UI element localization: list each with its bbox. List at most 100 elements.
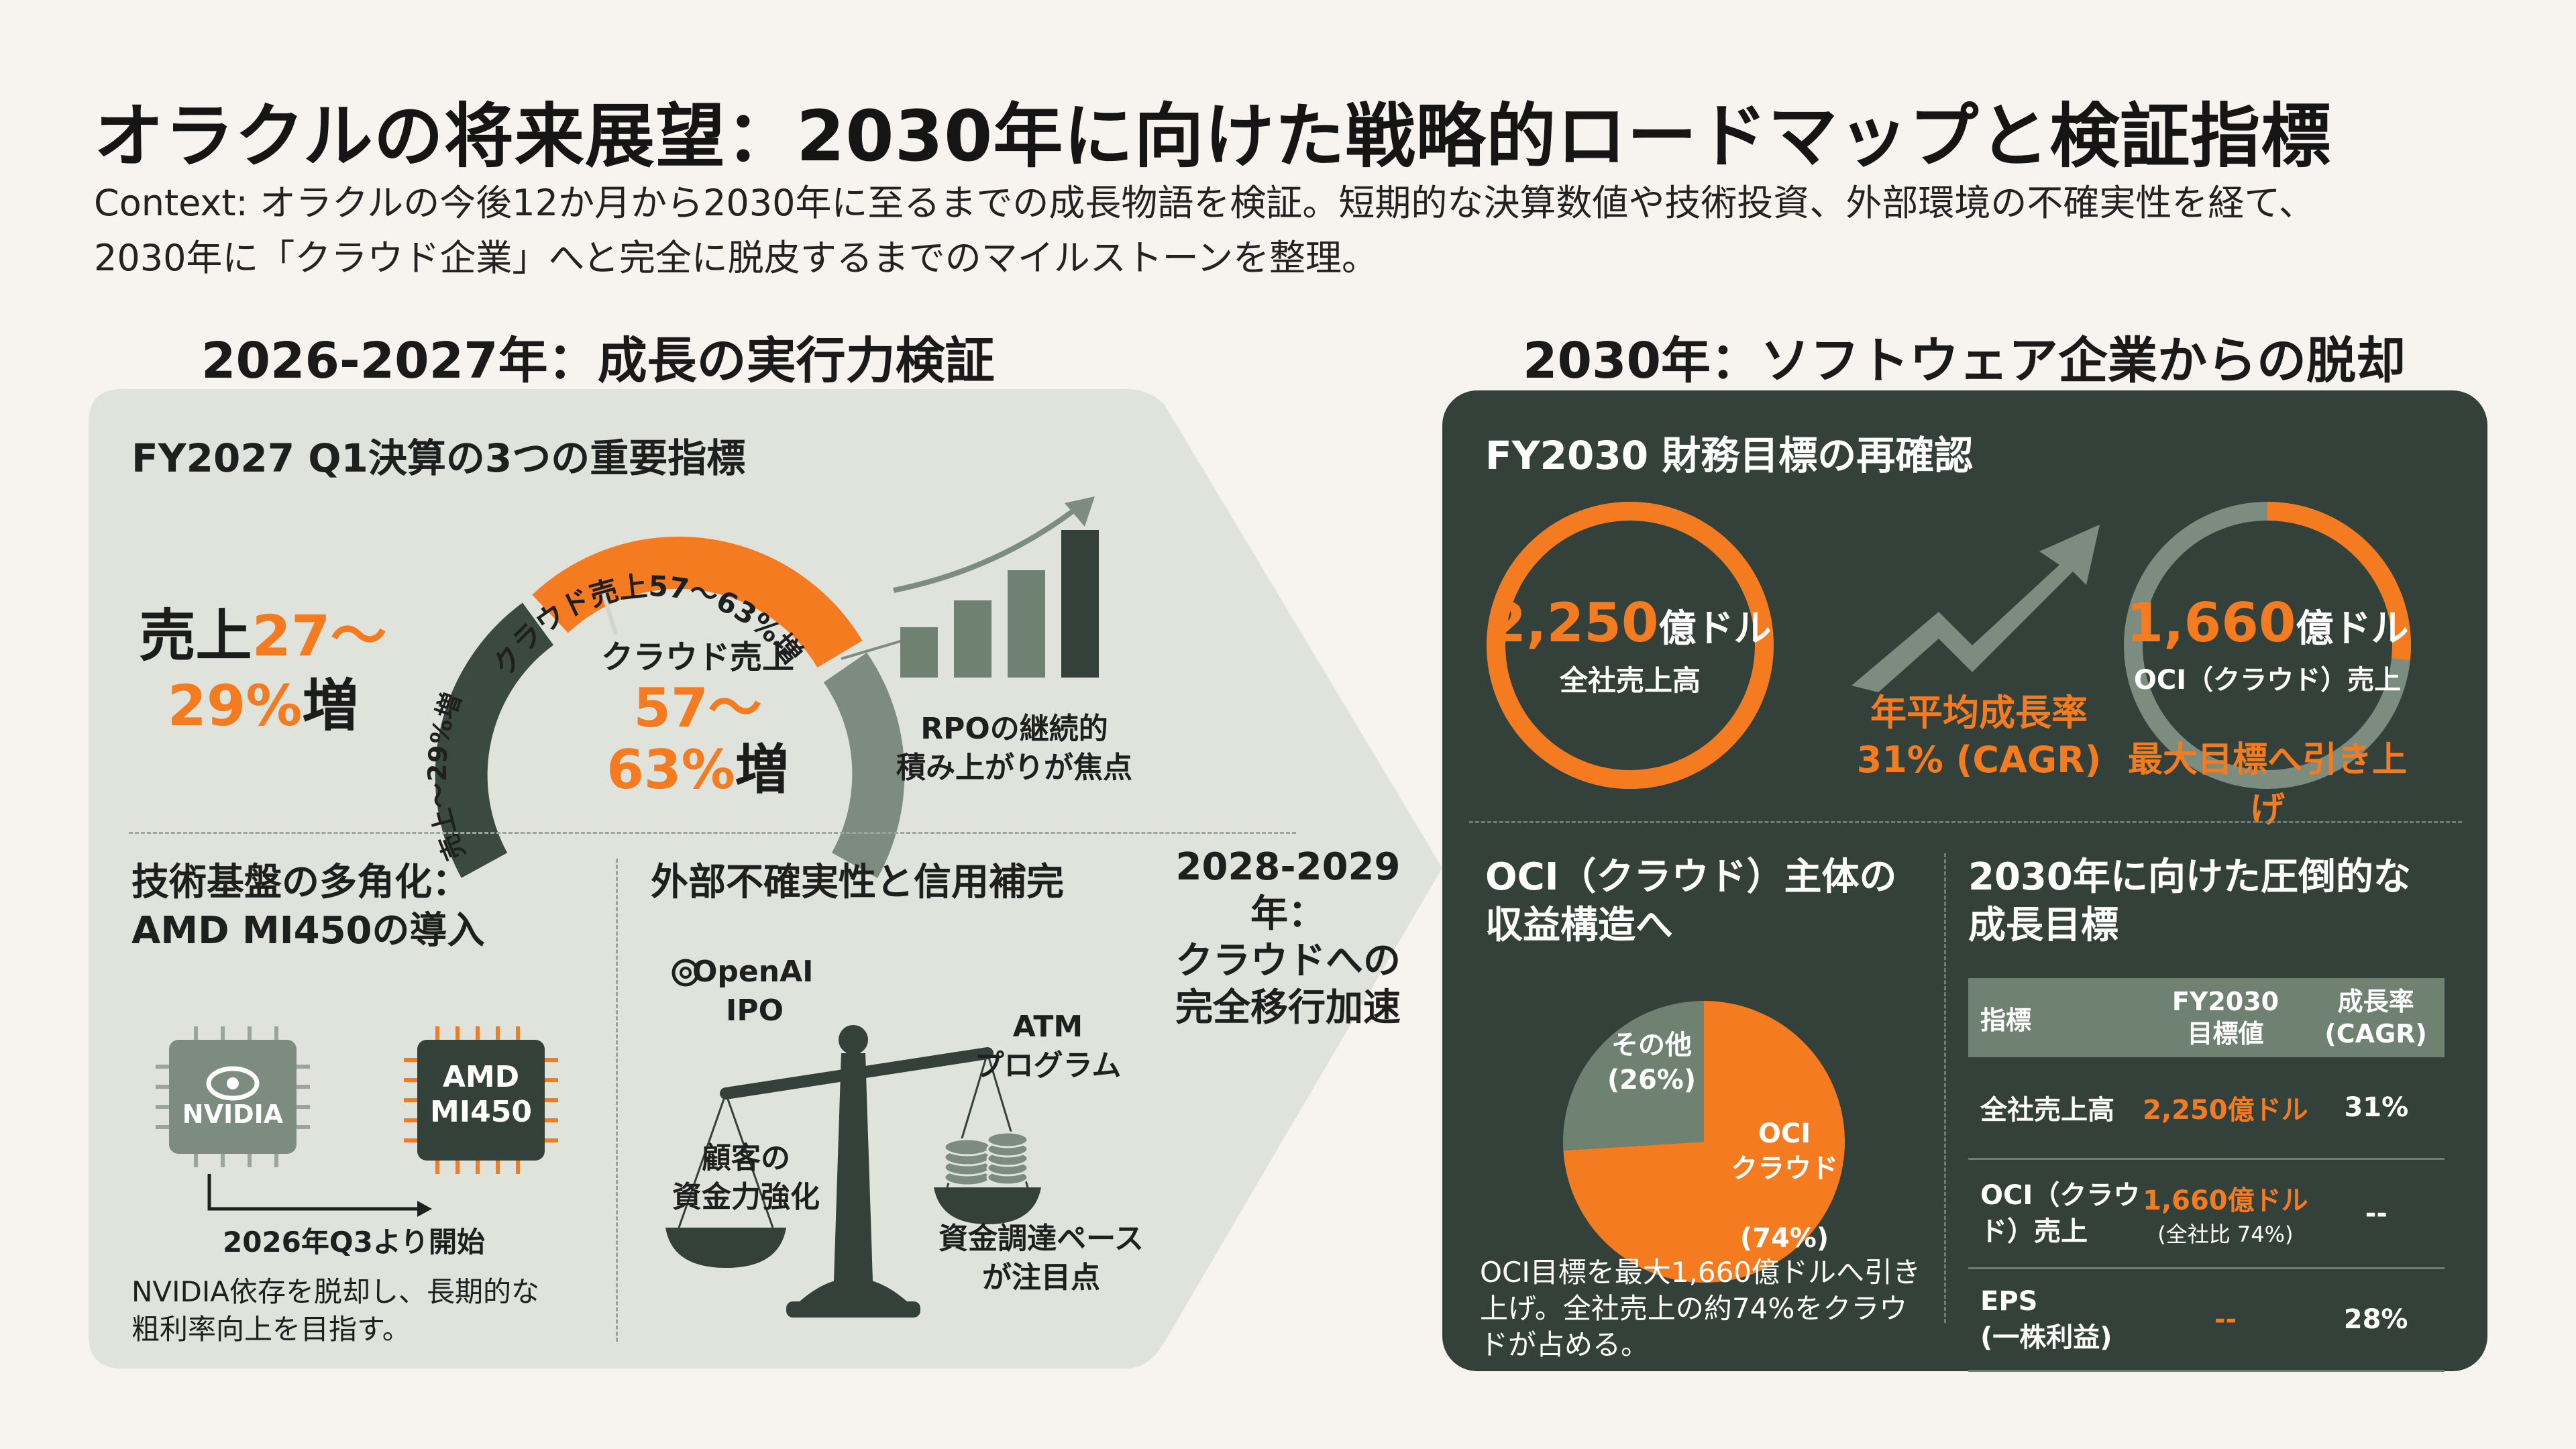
right-section-heading: 2030年：ソフトウェア企業からの脱却	[1523, 332, 2406, 390]
structure-body: OCI目標を最大1,660億ドルへ引き 上げ。全社売上の約74%をクラウ ドが占…	[1480, 1254, 1936, 1363]
structure-title-line-1: OCI（クラウド）主体の	[1485, 855, 1897, 899]
growth-arrow-icon	[1851, 525, 2100, 692]
revenue-target-label: 全社売上高	[1559, 664, 1701, 697]
q1-title: FY2027 Q1決算の3つの重要指標	[131, 435, 746, 481]
transition-line-2: クラウドへの	[1175, 939, 1401, 983]
risk-title: 外部不確実性と信用補完	[651, 861, 1064, 904]
divider-horizontal	[129, 832, 1296, 834]
gauge-arc-rest	[823, 652, 905, 878]
amd-label-line-2: MI450	[429, 1095, 532, 1129]
pie-label-other-name: その他	[1611, 1030, 1692, 1061]
right-divider-vertical	[1944, 853, 1946, 1323]
gauge-arc-cloud	[532, 536, 863, 668]
funding-pace-label: 資金調達ペース が注目点	[900, 1220, 1182, 1297]
row-3-target: --	[2214, 1304, 2237, 1335]
nvidia-label: NVIDIA	[182, 1099, 284, 1129]
revenue-target-unit: 億ドル	[1658, 607, 1772, 651]
pie-slice-other	[1563, 1001, 1704, 1151]
openai-ipo-label: OpenAI IPO	[692, 953, 867, 1030]
row-2-target: 1,660億ドル	[2143, 1185, 2308, 1216]
revenue-target-center: 2,250億ドル 全社売上高	[1476, 592, 1784, 699]
targets-table-header: 指標 FY2030 目標値 成長率 (CAGR)	[1968, 978, 2445, 1057]
structure-body-line-1: OCI目標を最大1,660億ドルへ引き	[1480, 1256, 1921, 1289]
right-divider-horizontal	[1469, 821, 2462, 823]
tech-body-line-2: 粗利率向上を目指す。	[131, 1313, 411, 1346]
rpo-bar	[1008, 570, 1045, 678]
oci-target-ring	[2124, 502, 2411, 789]
amd-label: AMD MI450	[417, 1060, 545, 1130]
transition-label: 2028-2029年： クラウドへの 完全移行加速	[1140, 844, 1436, 1032]
rpo-bar-chart	[893, 496, 1099, 678]
row-2-target-sub: (全社比 74%)	[2157, 1222, 2294, 1247]
row-2-target-cell: 1,660億ドル (全社比 74%)	[2143, 1179, 2308, 1248]
col-header-target: FY2030 目標値	[2171, 987, 2279, 1049]
rpo-trend-arrow	[893, 507, 1077, 593]
targets-title-line-1: 2030年に向けた圧倒的な	[1968, 855, 2411, 899]
revenue-value-end: 29%	[167, 673, 303, 739]
oci-target-value: 1,660	[2126, 592, 2296, 654]
customer-line-2: 資金力強化	[672, 1180, 820, 1214]
revenue-value-range: 27〜	[252, 603, 387, 669]
oci-share-pie-chart	[1563, 1001, 1845, 1283]
openai-line-2: IPO	[726, 994, 784, 1028]
tech-title-line-1: 技術基盤の多角化：	[131, 861, 470, 904]
balance-scale-icon	[665, 959, 1041, 1318]
pie-label-oci-pct: (74%)	[1739, 1223, 1829, 1254]
atm-line-1: ATM	[1012, 1010, 1083, 1044]
openai-line-1: OpenAI	[692, 955, 814, 989]
pie-label-oci-name: OCI クラウド	[1731, 1118, 1838, 1184]
revenue-target-value: 2,250	[1489, 592, 1659, 654]
targets-title: 2030年に向けた圧倒的な 成長目標	[1968, 853, 2411, 950]
table-row: OCI（クラウ ド）売上 1,660億ドル (全社比 74%) --	[1968, 1160, 2445, 1269]
table-row: EPS (一株利益) -- 28%	[1968, 1269, 2445, 1372]
revenue-growth-metric: 売上27〜 29%増	[115, 601, 411, 741]
tech-body: NVIDIA依存を脱却し、長期的な 粗利率向上を目指す。	[131, 1273, 539, 1348]
oci-target-unit: 億ドル	[2296, 607, 2409, 651]
structure-title: OCI（クラウド）主体の 収益構造へ	[1485, 853, 1897, 950]
rpo-bar	[900, 627, 938, 678]
gauge-arc-revenue	[435, 602, 554, 878]
oci-note: 最大目標へ引き上げ	[2127, 740, 2407, 830]
pie-slice-oci	[1563, 1001, 1845, 1283]
tech-title: 技術基盤の多角化： AMD MI450の導入	[131, 859, 485, 955]
context-text: Context: オラクルの今後12か月から2030年に至るまでの成長物語を検証…	[94, 176, 2509, 286]
row-1-target: 2,250億ドル	[2143, 1095, 2308, 1126]
pie-label-oci: OCI クラウド (74%)	[1704, 1081, 1865, 1291]
row-3-growth: 28%	[2343, 1304, 2408, 1335]
chip-arrow	[207, 1174, 417, 1211]
structure-body-line-3: ドが占める。	[1480, 1328, 1650, 1361]
cagr-line-1: 年平均成長率	[1870, 692, 2088, 734]
customer-funding-label: 顧客の 資金力強化	[645, 1139, 847, 1217]
row-1-metric: 全社売上高	[1980, 1095, 2114, 1126]
tech-title-line-2: AMD MI450の導入	[131, 909, 485, 953]
divider-vertical	[616, 859, 618, 1342]
left-section-heading: 2026-2027年：成長の実行力検証	[201, 332, 995, 390]
oci-target-label: OCI（クラウド）売上	[2133, 665, 2402, 696]
rpo-caption-line-1: RPOの継続的	[920, 712, 1108, 746]
funding-line-2: が注目点	[982, 1260, 1100, 1295]
cloud-value-range: 57〜	[633, 677, 762, 739]
atm-program-label: ATM プログラム	[947, 1008, 1148, 1085]
cloud-label: クラウド売上	[600, 639, 794, 676]
row-2-growth: --	[2365, 1198, 2387, 1229]
cloud-growth-gauge: クラウド売上57〜63%増 売上〜29%増	[423, 536, 914, 878]
col-header-growth: 成長率 (CAGR)	[2324, 987, 2427, 1049]
revenue-suffix: 増	[302, 673, 359, 739]
nvidia-chip-icon	[156, 1026, 310, 1167]
cloud-growth-center: クラウド売上 57〜 63%増	[577, 631, 818, 801]
context-line-2: 2030年に「クラウド企業」へと完全に脱皮するまでのマイルストーンを整理。	[94, 237, 1379, 279]
cagr-line-2: 31% (CAGR)	[1856, 739, 2102, 781]
right-panel: FY2030 財務目標の再確認 2,250億ドル 全社売上高 年平均成長率 31…	[1442, 390, 2487, 1372]
row-1-growth: 31%	[2344, 1092, 2409, 1123]
targets-title-line-2: 成長目標	[1968, 904, 2118, 947]
tech-body-line-1: NVIDIA依存を脱却し、長期的な	[131, 1275, 539, 1308]
row-2-metric: OCI（クラウ ド）売上	[1980, 1180, 2141, 1247]
rpo-bar	[1061, 530, 1099, 678]
cloud-value-end: 63%増	[606, 739, 789, 801]
chip-start-label: 2026年Q3より開始	[223, 1226, 485, 1258]
targets-table: 指標 FY2030 目標値 成長率 (CAGR) 全社売上高 2,250億ドル …	[1968, 978, 2445, 1372]
page-title: オラクルの将来展望：2030年に向けた戦略的ロードマップと検証指標	[94, 95, 2332, 177]
openai-icon	[672, 959, 700, 987]
customer-line-1: 顧客の	[702, 1141, 790, 1175]
amd-label-line-1: AMD	[442, 1060, 520, 1094]
